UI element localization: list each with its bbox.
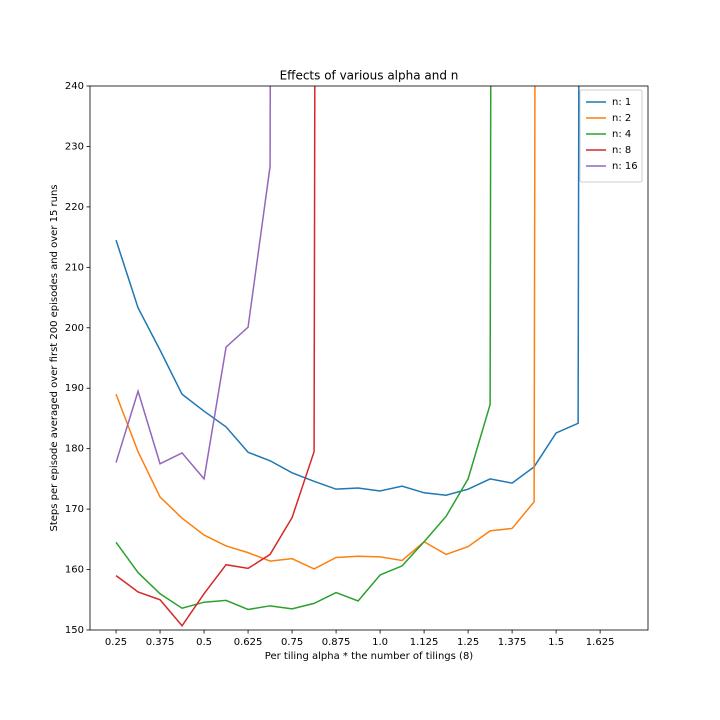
y-tick-label: 150 <box>65 625 84 636</box>
y-tick-label: 230 <box>65 141 84 152</box>
y-axis-label: Steps per episode averaged over first 20… <box>49 184 60 531</box>
legend-label: n: 1 <box>612 97 631 108</box>
x-tick-label: 1.125 <box>410 637 439 648</box>
y-tick-label: 190 <box>65 383 84 394</box>
y-tick-label: 210 <box>65 262 84 273</box>
legend-box <box>579 89 643 183</box>
y-tick-label: 220 <box>65 202 84 213</box>
x-tick-label: 1.0 <box>372 637 388 648</box>
series-line <box>115 86 492 611</box>
x-tick-label: 0.75 <box>281 637 303 648</box>
series-line <box>115 86 536 570</box>
series-line <box>115 86 580 496</box>
x-tick-label: 0.625 <box>234 637 263 648</box>
series-line <box>115 86 316 628</box>
x-axis-label: Per tiling alpha * the number of tilings… <box>265 651 474 662</box>
plot-frame <box>89 85 649 631</box>
x-tick-label: 1.625 <box>586 637 615 648</box>
plot-lines <box>115 86 580 628</box>
x-tick-label: 1.25 <box>457 637 479 648</box>
y-tick-label: 240 <box>65 81 84 92</box>
x-tick-label: 0.5 <box>196 637 212 648</box>
y-tick-label: 160 <box>65 565 84 576</box>
legend-label: n: 2 <box>612 113 631 124</box>
chart-title: Effects of various alpha and n <box>280 69 459 83</box>
legend-label: n: 4 <box>612 129 631 140</box>
x-tick-label: 1.375 <box>498 637 527 648</box>
legend-label: n: 16 <box>612 161 638 172</box>
x-tick-label: 0.375 <box>146 637 175 648</box>
series-line <box>115 86 271 481</box>
y-tick-label: 180 <box>65 444 84 455</box>
legend-label: n: 8 <box>612 145 631 156</box>
x-tick-label: 0.25 <box>105 637 127 648</box>
y-tick-label: 200 <box>65 323 84 334</box>
x-tick-label: 1.5 <box>548 637 564 648</box>
y-tick-label: 170 <box>65 504 84 515</box>
x-tick-label: 0.875 <box>322 637 351 648</box>
